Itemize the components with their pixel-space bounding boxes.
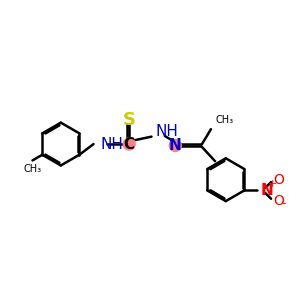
Circle shape bbox=[123, 138, 135, 150]
Text: CH₃: CH₃ bbox=[215, 115, 233, 125]
Text: N: N bbox=[260, 183, 273, 198]
Text: NH: NH bbox=[156, 124, 179, 139]
Text: S: S bbox=[123, 111, 136, 129]
Text: O: O bbox=[273, 194, 284, 208]
Text: CH₃: CH₃ bbox=[23, 164, 42, 174]
Text: O: O bbox=[273, 173, 284, 187]
Circle shape bbox=[169, 140, 181, 152]
Text: +: + bbox=[268, 179, 277, 190]
Text: -: - bbox=[281, 197, 286, 210]
Text: C: C bbox=[124, 136, 135, 152]
Text: NH: NH bbox=[100, 136, 123, 152]
Text: N: N bbox=[169, 138, 182, 153]
